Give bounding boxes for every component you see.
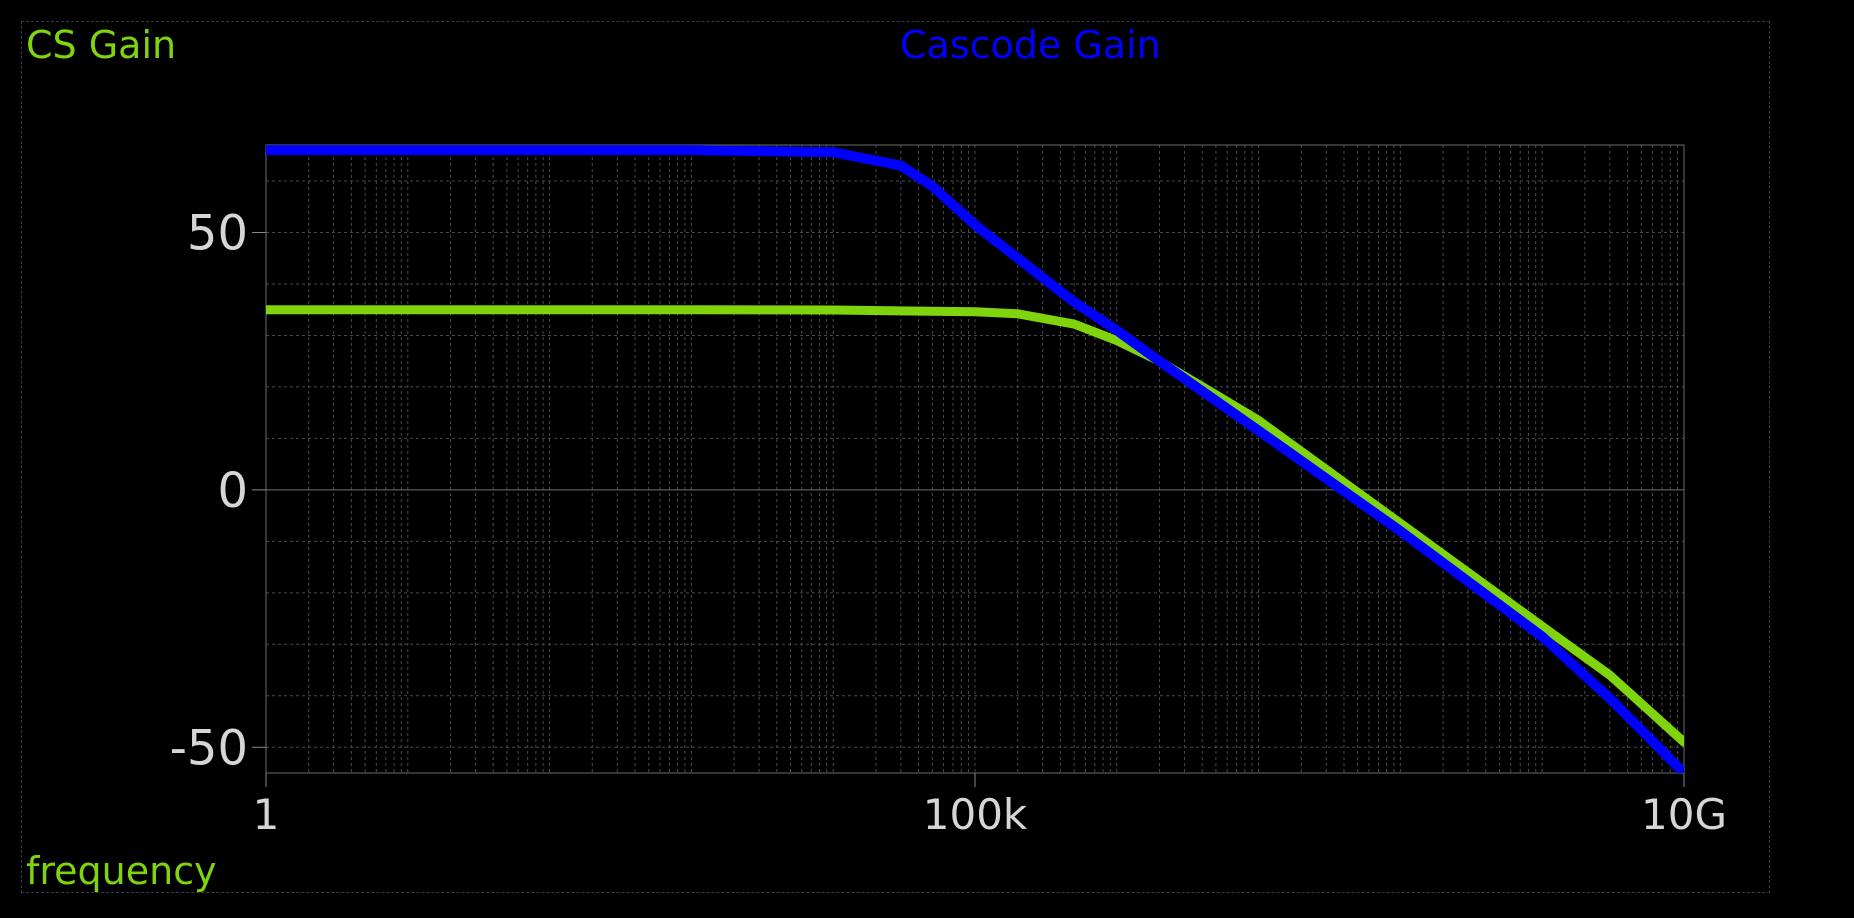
x-tick-label: 100k — [923, 790, 1028, 839]
x-tick-label: 1 — [253, 790, 280, 839]
series-cascode-gain-line — [266, 145, 1684, 773]
x-axis-label: frequency — [26, 849, 217, 893]
y-tick-label: 0 — [217, 463, 248, 519]
y-tick-label: -50 — [170, 720, 248, 776]
y-tick-label: 50 — [187, 206, 248, 262]
legend-cascode-gain: Cascode Gain — [900, 23, 1161, 67]
plot-frame — [21, 21, 1770, 893]
legend-cs-gain: CS Gain — [26, 23, 177, 67]
x-tick-label: 10G — [1641, 790, 1727, 839]
